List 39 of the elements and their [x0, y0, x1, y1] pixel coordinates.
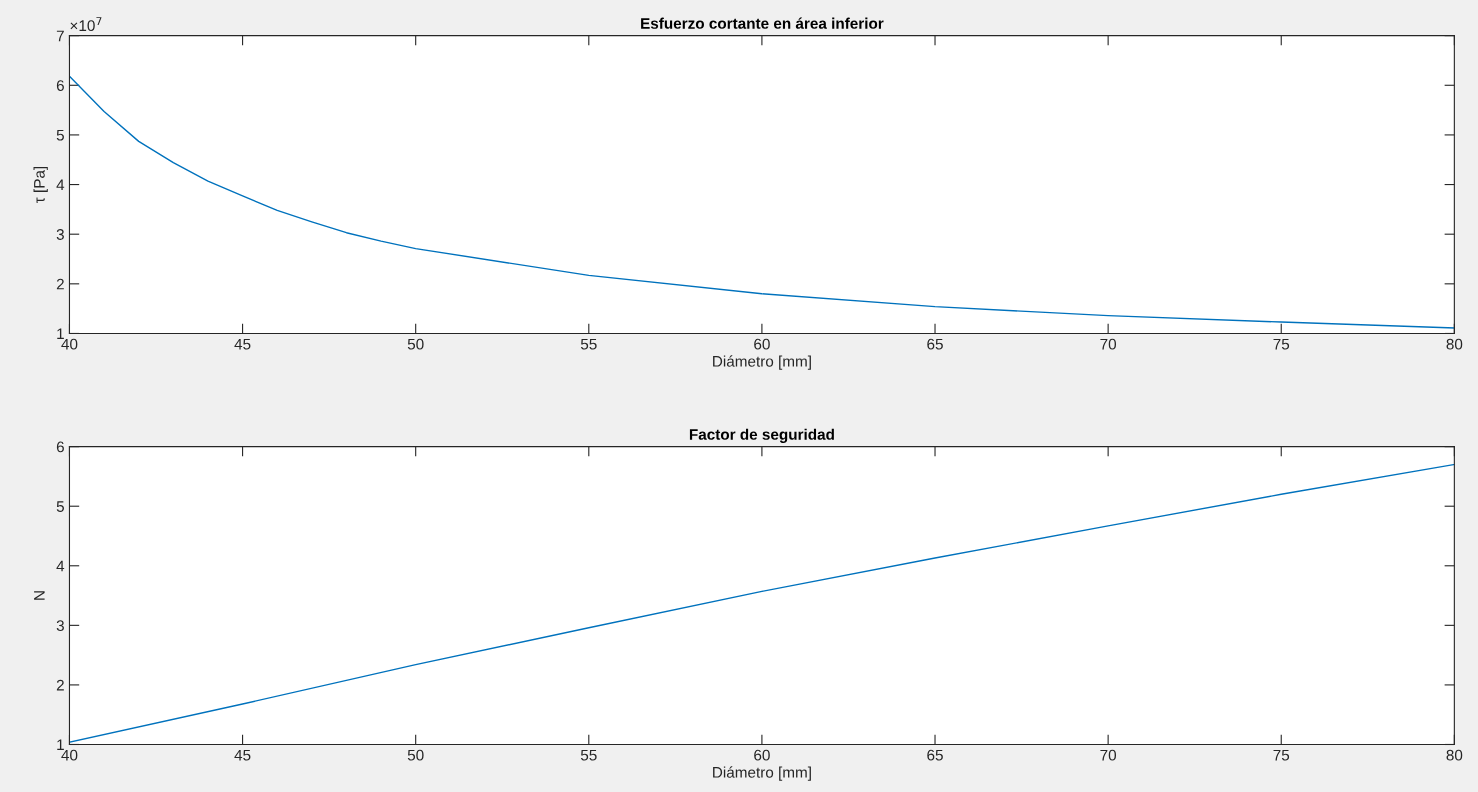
y-tick-label: 1: [57, 739, 64, 751]
y-tick-label: 5: [56, 501, 64, 512]
x-tick-label: 80: [1446, 749, 1463, 761]
y-tick-label: 7: [56, 30, 64, 42]
x-tick-label: 75: [1273, 749, 1290, 761]
y-tick-label: 4: [56, 560, 65, 572]
x-tick-label: 60: [754, 338, 770, 350]
y-tick-label: 2: [56, 679, 64, 691]
x-tick-label: 45: [234, 338, 251, 350]
y-axis-title: N: [34, 591, 45, 600]
x-tick-label: 80: [1446, 338, 1463, 350]
y-tick-label: 6: [56, 80, 64, 91]
x-tick-label: 50: [407, 749, 424, 761]
y-tick-label: 6: [56, 441, 64, 453]
x-axis-title: Diámetro [mm]: [713, 766, 811, 781]
x-tick-label: 45: [234, 749, 251, 761]
x-axis-title: Diámetro [mm]: [713, 355, 811, 370]
y-tick-label: 3: [56, 620, 64, 632]
y-tick-label: 3: [56, 229, 64, 240]
x-tick-label: 70: [1100, 749, 1117, 761]
y-tick-label: 5: [56, 129, 64, 141]
x-tick-label: 60: [754, 749, 770, 761]
line-series: [69, 75, 1455, 329]
y-tick-label: 2: [56, 278, 64, 290]
x-tick-label: 65: [927, 749, 943, 761]
x-tick-label: 75: [1273, 338, 1290, 350]
x-tick-label: 55: [580, 749, 597, 761]
x-tick-label: 40: [61, 749, 78, 761]
x-tick-label: 50: [407, 338, 424, 350]
y-axis-title: τ [Pa]: [33, 166, 48, 204]
chart-title: Factor de seguridad: [689, 428, 834, 443]
y-tick-label: 4: [56, 179, 65, 191]
y-tick-label: 1: [57, 328, 64, 340]
chart-title: Esfuerzo cortante en área inferior: [641, 17, 884, 29]
text: ×10$^{7}$: [70, 17, 102, 32]
x-tick-label: 65: [927, 338, 943, 350]
x-tick-label: 55: [580, 338, 597, 350]
x-tick-label: 40: [61, 338, 78, 350]
x-tick-label: 70: [1100, 338, 1117, 350]
